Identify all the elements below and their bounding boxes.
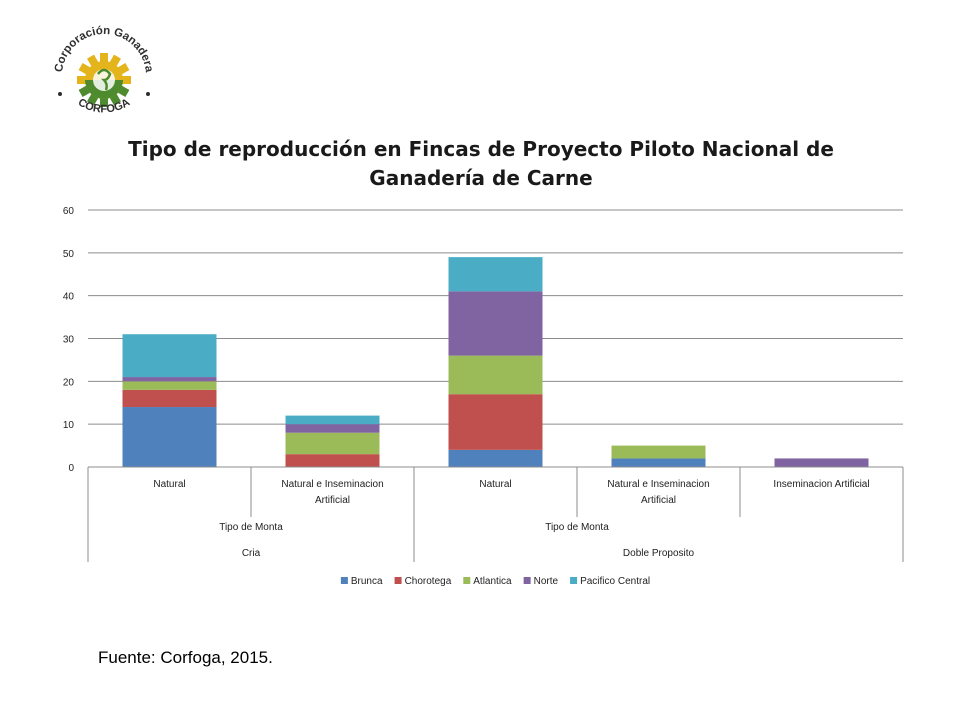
bar-segment <box>285 432 380 455</box>
bar-segment <box>285 424 380 433</box>
bar-segment <box>448 291 543 356</box>
category-label: Natural <box>153 479 185 490</box>
y-tick-label: 60 <box>63 206 75 217</box>
y-tick-label: 0 <box>68 463 74 474</box>
bar-segment <box>448 449 543 467</box>
bar-segment <box>448 355 543 395</box>
category-label: Inseminacion Artificial <box>773 479 869 490</box>
logo-text-bottom: CORFOGA <box>76 96 132 115</box>
bar-segment <box>122 377 217 382</box>
bar-segment <box>448 394 543 450</box>
legend-label: Norte <box>534 576 559 587</box>
legend-label: Pacifico Central <box>580 576 650 587</box>
category-label: Artificial <box>315 495 350 506</box>
category-label: Natural <box>479 479 511 490</box>
bar-segment <box>122 389 217 408</box>
bar-segment <box>122 407 217 467</box>
category-label: Natural e Inseminacion <box>281 479 383 490</box>
source-note: Fuente: Corfoga, 2015. <box>98 648 273 667</box>
legend-swatch <box>340 577 348 584</box>
y-tick-label: 50 <box>63 249 75 260</box>
chart-title: Tipo de reproducción en Fincas de Proyec… <box>128 137 834 190</box>
bar-segment <box>285 454 380 467</box>
category-label: Natural e Inseminacion <box>607 479 709 490</box>
legend-swatch <box>523 577 531 584</box>
bar-segment <box>448 257 543 292</box>
legend-label: Brunca <box>351 576 383 587</box>
group-label-proposito: Doble Proposito <box>623 548 695 559</box>
y-tick-label: 40 <box>63 292 75 303</box>
bar-segment <box>611 458 706 467</box>
y-tick-label: 10 <box>63 420 75 431</box>
bar-segment <box>285 415 380 425</box>
bar-segment <box>122 381 217 390</box>
y-tick-label: 30 <box>63 335 75 346</box>
bar-segment <box>611 445 706 459</box>
bar-segment <box>122 334 217 378</box>
group-label-tipo-monta: Tipo de Monta <box>219 522 283 533</box>
group-label-tipo-monta: Tipo de Monta <box>545 522 609 533</box>
bar-segment <box>774 458 869 467</box>
y-tick-label: 20 <box>63 377 75 388</box>
group-label-proposito: Cria <box>242 548 261 559</box>
category-label: Artificial <box>641 495 676 506</box>
legend-label: Atlantica <box>473 576 512 587</box>
gear-icon <box>77 53 131 107</box>
stacked-bar-chart: 0 10 20 30 40 50 60 Natural Natural e Inseminaci… <box>63 206 904 587</box>
legend-swatch <box>570 577 578 584</box>
corfoga-logo: Corporación Ganadera CORFOGA <box>53 25 155 116</box>
legend-swatch <box>394 577 402 584</box>
legend-label: Chorotega <box>405 576 452 587</box>
legend-swatch <box>463 577 471 584</box>
